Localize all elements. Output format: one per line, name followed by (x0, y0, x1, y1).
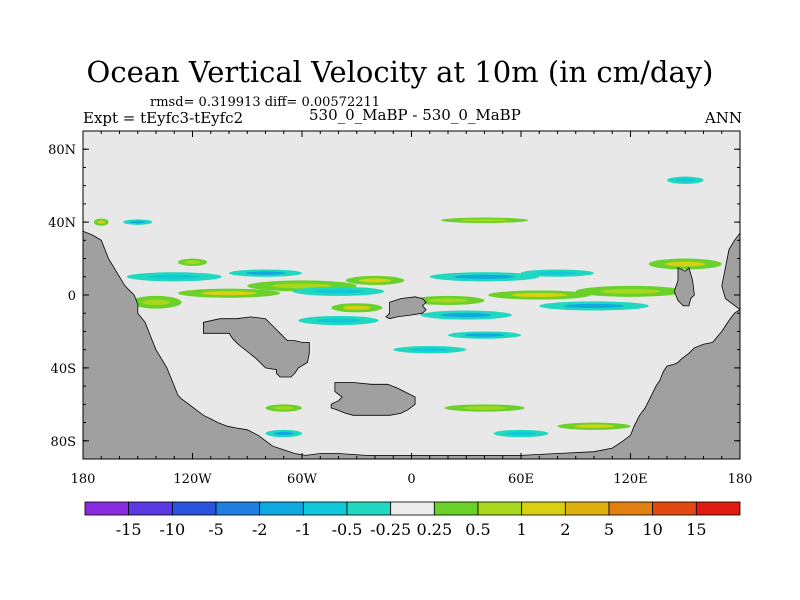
negative-anomaly-band-core (313, 289, 364, 294)
colorbar-swatch (695, 501, 741, 516)
colorbar-swatch (390, 501, 435, 516)
land-western-continent (83, 230, 740, 459)
positive-anomaly-band-core (462, 406, 507, 410)
x-tick-label: 0 (407, 472, 415, 487)
colorbar-label: -2 (252, 520, 268, 539)
positive-anomaly-band-core (271, 283, 333, 289)
positive-anomaly-band-core (358, 278, 392, 283)
negative-anomaly-band-core (563, 303, 625, 308)
y-tick-label: 40N (48, 216, 76, 231)
colorbar-swatch (302, 501, 348, 516)
colorbar-swatch (171, 501, 217, 516)
positive-anomaly-band-core (184, 260, 201, 264)
positive-anomaly-band-core (141, 299, 171, 306)
y-tick-label: 40S (51, 362, 76, 377)
positive-anomaly-band-core (342, 305, 371, 310)
colorbar-swatch (84, 501, 130, 516)
x-tick-label: 60E (508, 472, 534, 487)
colorbar-label: 1 (517, 520, 527, 539)
colorbar-label: -10 (159, 520, 185, 539)
x-tick-label: 60W (287, 472, 318, 487)
x-tick-label: 120W (173, 472, 212, 487)
colorbar-swatch (128, 501, 173, 516)
negative-anomaly-band-core (245, 271, 286, 275)
y-tick-label: 80N (48, 143, 76, 158)
negative-anomaly-band-core (129, 220, 146, 224)
colorbar: -15 -10 -5 -2 -1 -0.5 -0.25 0.25 0.5 1 2 5 10 15 (84, 501, 741, 539)
colorbar-label: 2 (560, 520, 570, 539)
land-eastern-margin (721, 232, 740, 311)
colorbar-swatch (564, 501, 610, 516)
land-southern-island-2 (330, 382, 416, 416)
land-central-island (385, 296, 427, 320)
negative-anomaly-band-core (316, 318, 361, 323)
x-axis: 180 120W 60W 0 60E 120E 180 (71, 131, 753, 487)
land-southern-island-1 (202, 316, 310, 378)
x-tick-label: 180 (728, 472, 753, 487)
y-tick-label: 0 (68, 289, 76, 304)
positive-anomaly-band-core (200, 291, 258, 296)
negative-anomaly-band-core (409, 348, 450, 352)
colorbar-label: 5 (604, 520, 614, 539)
positive-anomaly-band-core (573, 424, 615, 428)
colorbar-swatch (521, 501, 566, 516)
positive-anomaly-band-core (273, 406, 294, 410)
experiment-label: Expt = tEyfc3-tEyfc2 (83, 109, 244, 127)
anomaly-layer (93, 176, 722, 438)
land-layer (83, 230, 740, 459)
negative-anomaly-band-core (675, 178, 696, 182)
negative-anomaly-band-core (454, 274, 515, 279)
stats-line: rmsd= 0.319913 diff= 0.00572211 (150, 95, 381, 110)
colorbar-swatch (346, 501, 392, 516)
colorbar-label: -0.25 (370, 520, 411, 539)
positive-anomaly-band-core (511, 292, 568, 298)
positive-anomaly-band-core (427, 298, 469, 303)
negative-anomaly-band-core (505, 431, 537, 436)
negative-anomaly-band-core (148, 274, 201, 279)
negative-anomaly-band-core (273, 431, 294, 436)
colorbar-label: 0.5 (465, 520, 490, 539)
colorbar-label: -0.5 (332, 520, 363, 539)
colorbar-swatch (608, 501, 654, 516)
positive-anomaly-band-core (460, 219, 509, 222)
colorbar-label: 15 (686, 520, 706, 539)
land-east-strip (673, 266, 695, 307)
colorbar-swatch (215, 501, 261, 516)
x-tick-label: 180 (71, 472, 96, 487)
colorbar-swatch (433, 501, 479, 516)
colorbar-swatch (477, 501, 523, 516)
chart-title: Ocean Vertical Velocity at 10m (in cm/da… (86, 55, 714, 89)
colorbar-label: -15 (116, 520, 142, 539)
negative-anomaly-band-core (441, 312, 492, 318)
negative-anomaly-band-core (464, 333, 505, 337)
positive-anomaly-band-core (97, 220, 106, 224)
y-tick-label: 80S (51, 435, 76, 450)
colorbar-label: -5 (208, 520, 224, 539)
positive-anomaly-band-core (665, 261, 706, 267)
season-label: ANN (704, 109, 742, 127)
cases-label: 530_0_MaBP - 530_0_MaBP (309, 106, 521, 124)
colorbar-label: 10 (642, 520, 662, 539)
colorbar-swatch (652, 501, 697, 516)
positive-anomaly-band-core (600, 288, 661, 294)
colorbar-label: -1 (296, 520, 312, 539)
x-tick-label: 120E (613, 472, 647, 487)
negative-anomaly-band-core (537, 271, 578, 275)
y-axis: 80N 40N 0 40S 80S (48, 130, 740, 460)
colorbar-swatch (259, 501, 304, 516)
colorbar-label: 0.25 (417, 520, 453, 539)
